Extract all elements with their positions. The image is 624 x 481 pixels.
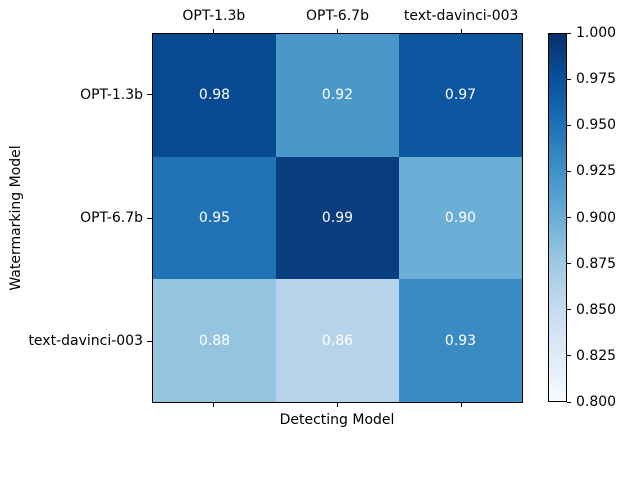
x-tick-mark-bottom	[460, 403, 462, 407]
y-tick-label: OPT-6.7b	[80, 210, 143, 226]
y-tick-label: OPT-1.3b	[80, 86, 143, 103]
colorbar-tick-label: 0.800	[576, 394, 617, 410]
x-tick-mark-bottom	[337, 403, 338, 407]
colorbar-tick-label: 0.825	[576, 347, 617, 364]
colorbar-tick-mark	[567, 263, 571, 265]
colorbar-tick-mark	[567, 170, 571, 172]
colorbar-tick-mark	[567, 401, 571, 403]
y-tick-mark	[147, 94, 152, 96]
colorbar-tick-mark	[567, 124, 571, 126]
x-tick-mark-top	[460, 29, 462, 33]
heatmap-cell-value: 0.99	[321, 209, 354, 226]
colorbar-gradient	[548, 33, 567, 402]
heatmap-cell-value: 0.93	[444, 332, 477, 349]
x-tick-label: text-davinci-003	[403, 8, 519, 24]
colorbar-tick-mark	[567, 32, 571, 34]
y-tick-mark	[147, 217, 152, 219]
heatmap-cell-value: 0.92	[321, 87, 354, 104]
heatmap-cell: 0.95	[153, 156, 276, 280]
colorbar-tick-label: 0.950	[576, 117, 617, 134]
heatmap-cell-value: 0.98	[198, 87, 231, 104]
colorbar-tick-mark	[567, 217, 571, 218]
y-tick-label: text-davinci-003	[28, 333, 143, 350]
y-axis-label: Watermarking Model	[8, 145, 24, 291]
heatmap-cell: 0.88	[153, 279, 276, 402]
colorbar-tick-label: 0.875	[576, 255, 617, 272]
heatmap-cell-value: 0.95	[198, 209, 231, 226]
x-tick-mark-top	[337, 29, 338, 33]
colorbar-tick-mark	[567, 78, 571, 80]
colorbar-tick-label: 0.850	[576, 301, 617, 318]
heatmap-cell: 0.97	[399, 34, 522, 157]
heatmap-cell: 0.99	[276, 156, 399, 280]
y-tick-mark	[147, 340, 152, 342]
heatmap-cell: 0.92	[276, 34, 399, 157]
colorbar-tick-mark	[567, 355, 571, 357]
colorbar-tick-label: 1.000	[576, 25, 617, 41]
x-tick-label: OPT-6.7b	[306, 8, 369, 24]
heatmap-cell: 0.93	[399, 279, 522, 402]
heatmap-cell: 0.98	[153, 34, 276, 157]
heatmap-cell-value: 0.97	[444, 87, 477, 104]
heatmap-cell: 0.86	[276, 279, 399, 402]
colorbar-tick-label: 0.900	[576, 209, 617, 226]
colorbar-tick-label: 0.975	[576, 71, 617, 88]
heatmap-grid: 0.98 0.92 0.97 0.95 0.99 0.90 0.88 0.86 0.93	[152, 33, 523, 403]
heatmap-cell: 0.90	[399, 156, 522, 280]
x-tick-mark-bottom	[213, 403, 215, 407]
heatmap-cell-value: 0.90	[444, 209, 477, 226]
x-axis-label: Detecting Model	[279, 412, 395, 428]
x-tick-label: OPT-1.3b	[182, 8, 246, 24]
x-tick-mark-top	[213, 29, 215, 33]
colorbar-tick-label: 0.925	[576, 163, 617, 180]
colorbar-tick-mark	[567, 309, 571, 311]
heatmap-cell-value: 0.88	[198, 332, 231, 349]
heatmap-cell-value: 0.86	[321, 332, 354, 349]
